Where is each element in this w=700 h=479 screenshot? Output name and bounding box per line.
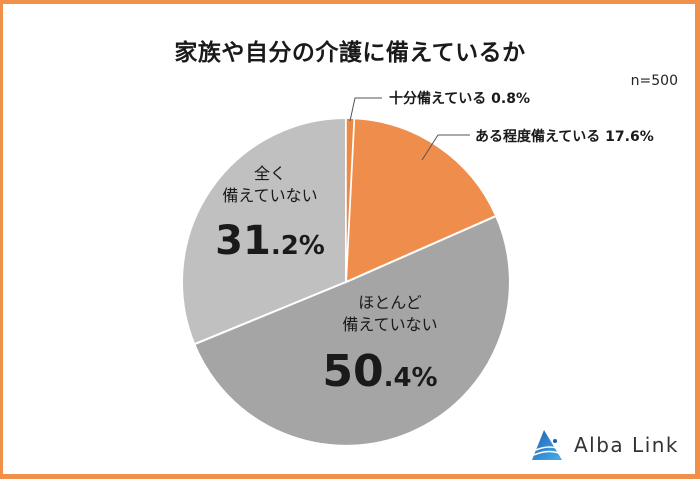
value-not-at-all: 31.2% xyxy=(215,218,325,264)
logo-text: Alba Link xyxy=(574,433,680,457)
value-mostly-not: 50.4% xyxy=(322,346,438,397)
label-somewhat: ある程度備えている 17.6% xyxy=(475,129,654,145)
leader-line-fully xyxy=(349,97,382,122)
label-fully: 十分備えている 0.8% xyxy=(389,91,531,107)
slice-somewhat[interactable] xyxy=(344,117,498,284)
label-not-at-all: 全く 備えていない 31.2% xyxy=(215,163,325,268)
alba-link-logo: Alba Link xyxy=(530,428,679,462)
slice-not-at-all[interactable] xyxy=(181,116,347,346)
label-mostly-not: ほとんど 備えていない 50.4% xyxy=(322,292,455,402)
leader-line-somewhat xyxy=(421,134,470,161)
alba-link-triangle-icon xyxy=(532,430,564,460)
chart-title: 家族や自分の介護に備えているか xyxy=(174,40,526,66)
slice-mostly-not[interactable] xyxy=(192,214,511,447)
slice-fully[interactable] xyxy=(345,117,355,283)
sample-size-label: n=500 xyxy=(630,73,678,89)
